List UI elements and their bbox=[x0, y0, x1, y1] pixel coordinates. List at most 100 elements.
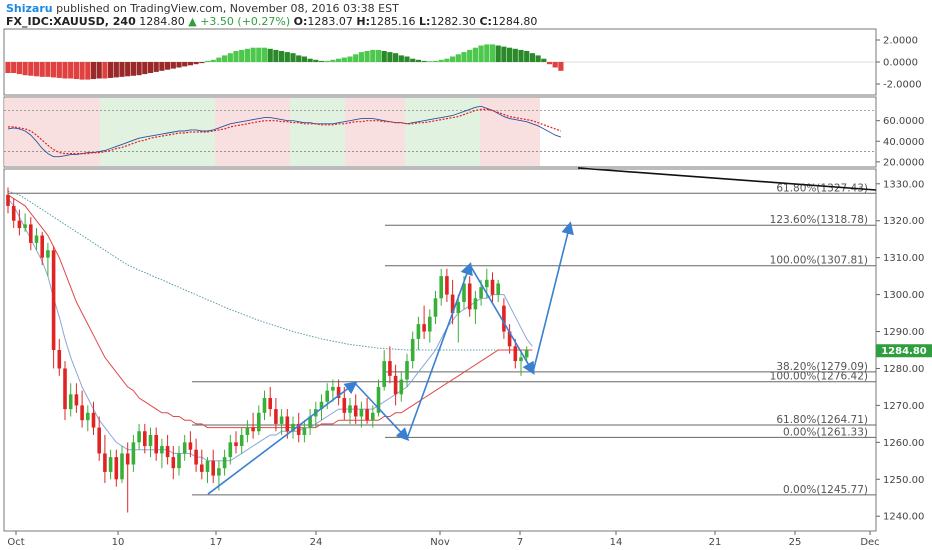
candle-body bbox=[222, 457, 227, 469]
publish-header: Shizaru published on TradingView.com, No… bbox=[6, 2, 399, 15]
candlesticks bbox=[6, 187, 529, 513]
oscillator-zone bbox=[345, 98, 405, 166]
histogram-bar bbox=[119, 62, 125, 77]
pattern-leg bbox=[207, 381, 358, 495]
histogram-bar bbox=[233, 51, 239, 62]
histogram-bar bbox=[16, 62, 22, 75]
open-label: O: bbox=[293, 15, 308, 28]
oscillator-y-tick-label: 40.0000 bbox=[883, 137, 924, 148]
x-tick-label: 7 bbox=[517, 537, 523, 548]
x-tick-label: Oct bbox=[7, 537, 24, 548]
histogram-bar bbox=[455, 54, 461, 62]
histogram-bar bbox=[210, 59, 216, 62]
histogram-bar bbox=[375, 49, 382, 62]
histogram-bar bbox=[370, 49, 376, 62]
close-value: 1284.80 bbox=[491, 15, 538, 28]
price-y-tick-label: 1240.00 bbox=[883, 512, 924, 523]
candle-body bbox=[399, 379, 404, 395]
candle-body bbox=[416, 324, 421, 339]
fib-level-label: 61.80%(1264.71) bbox=[776, 414, 868, 426]
histogram-bar bbox=[546, 62, 553, 65]
histogram-bar bbox=[273, 49, 279, 62]
candle-body bbox=[239, 434, 244, 447]
histogram-bar bbox=[318, 60, 325, 62]
histogram-bar bbox=[358, 52, 364, 62]
candle-body bbox=[353, 405, 358, 417]
moving-averages bbox=[7, 190, 533, 462]
candle-body bbox=[68, 394, 73, 410]
author-name[interactable]: Shizaru bbox=[6, 2, 53, 15]
long-moving-average bbox=[7, 190, 533, 351]
fib-level-label: 100.00%(1307.81) bbox=[770, 255, 868, 267]
histogram-bar bbox=[438, 59, 444, 62]
price-y-tick-label: 1330.00 bbox=[883, 179, 924, 190]
histogram-bar bbox=[535, 55, 541, 62]
candle-body bbox=[371, 412, 375, 421]
histogram-bar bbox=[153, 62, 159, 72]
histogram-bar bbox=[307, 58, 313, 62]
symbol-label[interactable]: FX_IDC:XAUUSD, 240 bbox=[6, 15, 136, 28]
price-y-tick-label: 1280.00 bbox=[883, 364, 924, 375]
histogram-y-tick-label: 2.0000 bbox=[883, 36, 918, 47]
harmonic-pattern bbox=[207, 221, 574, 495]
candle-body bbox=[6, 194, 10, 206]
fib-level-label: 123.60%(1318.78) bbox=[770, 214, 868, 226]
candle-body bbox=[23, 224, 27, 229]
candle-body bbox=[11, 205, 16, 221]
candle-body bbox=[182, 442, 187, 454]
candle-body bbox=[188, 442, 193, 450]
price-y-tick-label: 1270.00 bbox=[883, 401, 924, 412]
histogram-y-tick-label: -2.0000 bbox=[883, 80, 922, 91]
x-tick-label: Nov bbox=[430, 537, 450, 548]
candle-body bbox=[365, 409, 369, 421]
histogram-bar bbox=[330, 59, 336, 62]
candle-body bbox=[245, 427, 250, 435]
histogram-bar bbox=[467, 49, 473, 62]
pattern-leg bbox=[406, 262, 473, 439]
histogram-bar bbox=[11, 62, 17, 73]
histogram-bar bbox=[450, 56, 456, 62]
oscillator-line bbox=[7, 105, 562, 158]
price-y-tick-label: 1320.00 bbox=[883, 216, 924, 227]
histogram-bar bbox=[404, 56, 410, 62]
candle-body bbox=[40, 235, 44, 258]
candle-body bbox=[63, 368, 67, 410]
close-label: C: bbox=[479, 15, 492, 28]
candle-body bbox=[108, 457, 113, 472]
fib-level-label: 38.20%(1279.09) bbox=[776, 361, 868, 373]
candle-body bbox=[251, 427, 255, 432]
candle-body bbox=[342, 398, 347, 413]
candle-body bbox=[279, 416, 284, 424]
fibonacci-levels: 61.80%(1327.43) 123.60%(1318.78) 100.00%(1… bbox=[8, 182, 876, 496]
pattern-leg bbox=[354, 382, 410, 441]
candle-body bbox=[143, 431, 147, 447]
candle-body bbox=[257, 412, 261, 432]
histogram-bar bbox=[267, 48, 273, 62]
histogram-bar bbox=[5, 62, 11, 73]
candle-body bbox=[331, 386, 335, 391]
last-price-tag bbox=[876, 344, 932, 358]
candle-body bbox=[302, 427, 307, 435]
histogram-bar bbox=[125, 62, 131, 77]
oscillator-y-tick-label: 60.0000 bbox=[883, 116, 924, 127]
histogram-bar bbox=[324, 60, 330, 62]
fib-level-label: 61.80%(1327.43) bbox=[776, 182, 868, 194]
low-value: 1282.30 bbox=[430, 15, 476, 28]
histogram-bar bbox=[541, 58, 547, 62]
candle-body bbox=[325, 390, 329, 402]
oscillator-zone bbox=[215, 98, 290, 166]
candle-body bbox=[485, 279, 489, 288]
candle-body bbox=[467, 283, 472, 310]
histogram-bar bbox=[290, 53, 296, 62]
fast-moving-average bbox=[7, 198, 533, 462]
low-label: L: bbox=[419, 15, 431, 28]
candle-body bbox=[160, 446, 164, 454]
candle-body bbox=[445, 276, 449, 295]
histogram-bar bbox=[39, 62, 45, 77]
candle-body bbox=[17, 220, 22, 229]
oscillator-zone bbox=[4, 98, 100, 166]
histogram-bar bbox=[33, 62, 40, 77]
histogram-bar bbox=[170, 62, 176, 69]
fib-level-label: 100.00%(1276.42) bbox=[770, 371, 868, 383]
